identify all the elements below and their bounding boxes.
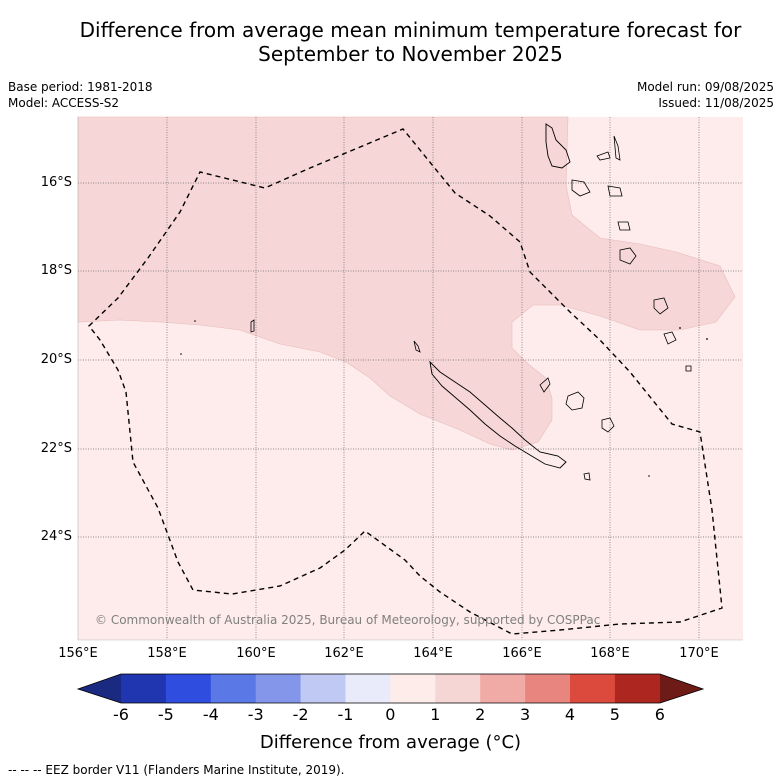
colorbar-label: Difference from average (°C) <box>0 732 781 753</box>
lon-label-164e: 164°E <box>413 646 453 661</box>
tanna-island <box>653 297 669 315</box>
colorbar-outline <box>76 673 705 704</box>
base-period: Base period: 1981-2018 <box>8 80 153 94</box>
lon-label-168e: 168°E <box>590 646 630 661</box>
colorbar-cell <box>345 674 391 703</box>
lon-label-160e: 160°E <box>236 646 276 661</box>
lon-label-158e: 158°E <box>147 646 187 661</box>
colorbar-tick-label: 6 <box>654 705 665 724</box>
pentecost-island <box>613 135 621 161</box>
espiritu-santo-island <box>545 123 571 169</box>
colorbar-cell <box>570 674 616 703</box>
colorbar-tick-label: -1 <box>337 705 354 724</box>
lat-label-22s: 22°S <box>40 441 72 456</box>
chart-title: Difference from average mean minimum tem… <box>0 18 781 66</box>
walpole-island <box>583 472 591 481</box>
colorbar-label-unit: °C <box>492 732 515 753</box>
malekula-island <box>571 179 591 197</box>
colorbar-cell <box>390 674 436 703</box>
colorbar-tick-label: 5 <box>609 705 620 724</box>
small-islet-1 <box>250 319 255 333</box>
colorbar-min-extension <box>78 674 121 703</box>
mare-island <box>601 417 615 433</box>
colorbar-cell <box>121 674 167 703</box>
belep-islands <box>413 340 421 353</box>
colorbar-tick-label: -2 <box>292 705 309 724</box>
colorbar-cell <box>255 674 301 703</box>
colorbar-cell <box>165 674 212 703</box>
ambrym-island <box>607 185 623 197</box>
colorbar-tick-label: 1 <box>430 705 441 724</box>
colorbar-cell <box>525 674 571 703</box>
model-run: Model run: 09/08/2025 <box>636 80 774 94</box>
colorbar-tick-label: 3 <box>520 705 531 724</box>
model-name: Model: ACCESS-S2 <box>8 96 120 110</box>
colorbar-cell <box>435 674 481 703</box>
colorbar-tick-label: 4 <box>564 705 576 724</box>
lat-label-24s: 24°S <box>40 529 72 544</box>
colorbar-cell <box>210 674 256 703</box>
colorbar-tick-label: -4 <box>202 705 219 724</box>
new-caledonia-island <box>429 360 567 469</box>
small-islet-5 <box>706 338 708 340</box>
issued-date: Issued: 11/08/2025 <box>658 96 774 110</box>
lat-label-18s: 18°S <box>40 263 72 278</box>
meta-left: Base period: 1981-2018 Model: ACCESS-S2 <box>8 79 153 111</box>
anomaly-region-1-to-2 <box>77 116 736 451</box>
gridlines <box>78 117 743 640</box>
colorbar-tick-label: -3 <box>247 705 264 724</box>
colorbar-tick-label: -6 <box>113 705 129 724</box>
small-islet-3 <box>194 320 196 322</box>
colorbar-max-extension <box>660 674 703 703</box>
ambae-island <box>596 151 611 161</box>
lat-label-16s: 16°S <box>40 175 72 190</box>
lon-label-162e: 162°E <box>324 646 364 661</box>
erromango-island <box>619 247 637 265</box>
efate-island <box>617 221 631 231</box>
ouvea-island <box>539 377 551 393</box>
title-line-2: September to November 2025 <box>258 42 563 66</box>
colorbar-label-close: ) <box>514 732 522 753</box>
eez-border <box>88 128 723 635</box>
colorbar-cell <box>480 674 526 703</box>
colorbar-tick-label: 0 <box>385 705 396 724</box>
colorbar-label-text: Difference from average ( <box>259 732 493 753</box>
lon-label-170e: 170°E <box>679 646 719 661</box>
lat-label-20s: 20°S <box>40 352 72 367</box>
copyright-notice: © Commonwealth of Australia 2025, Bureau… <box>95 613 601 627</box>
meta-right: Model run: 09/08/2025 Issued: 11/08/2025 <box>637 79 774 111</box>
eez-legend: -- -- -- EEZ border V11 (Flanders Marine… <box>8 763 345 777</box>
small-islet-6 <box>679 327 681 329</box>
colorbar-cell <box>300 674 346 703</box>
colorbar <box>76 673 705 704</box>
lon-label-166e: 166°E <box>502 646 542 661</box>
lifou-island <box>565 391 585 411</box>
colorbar-tick-label: -5 <box>157 705 174 724</box>
colorbar-cell <box>614 674 661 703</box>
title-line-1: Difference from average mean minimum tem… <box>79 18 742 42</box>
aneityum-island <box>663 331 677 345</box>
small-islet-4 <box>648 475 650 477</box>
colorbar-cells <box>121 674 661 703</box>
small-islet-2 <box>180 353 182 355</box>
colorbar-tick-label: 2 <box>475 705 486 724</box>
lon-label-156e: 156°E <box>58 646 98 661</box>
matthew-island <box>685 365 692 372</box>
